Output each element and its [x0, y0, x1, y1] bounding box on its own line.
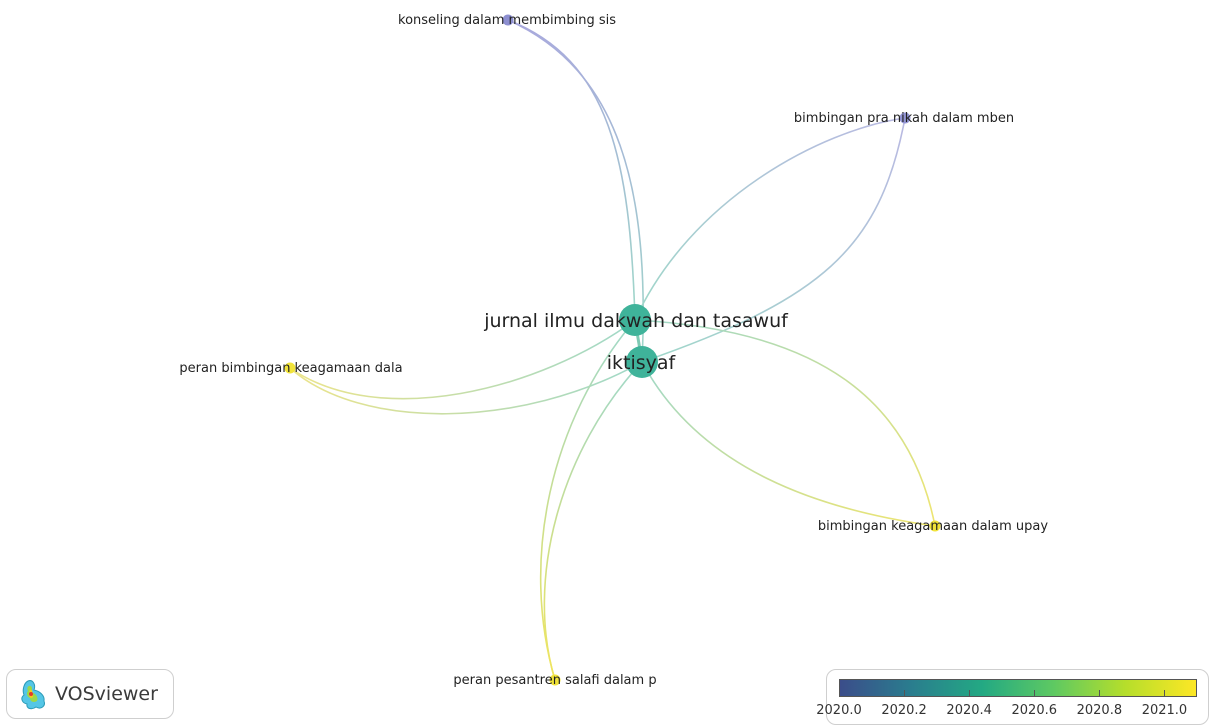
legend-tick-label: 2020.0	[816, 703, 862, 718]
edge-iktisyaf-upay	[641, 361, 936, 527]
labels: jurnal ilmu dakwah dan tasawuf iktisyaf …	[179, 13, 1048, 688]
label-pesantren[interactable]: peran pesantren salafi dalam p	[453, 673, 656, 688]
edge-iktisyaf-peran-bimbingan	[289, 361, 643, 415]
edge-jurnal-konseling	[507, 19, 636, 321]
legend-tick-label: 2020.2	[881, 703, 927, 718]
edge-iktisyaf-konseling	[507, 19, 645, 363]
label-iktisyaf[interactable]: iktisyaf	[607, 352, 677, 374]
node-jurnal[interactable]	[619, 304, 651, 336]
legend-color-bar	[839, 679, 1197, 697]
edge-iktisyaf-pesantren	[543, 361, 643, 681]
node-pranikah[interactable]	[899, 112, 911, 124]
node-pesantren[interactable]	[549, 674, 561, 686]
vosviewer-logo-icon	[21, 680, 45, 710]
edge-jurnal-peran-bimbingan	[289, 319, 636, 400]
label-peran-bimbingan[interactable]: peran bimbingan keagamaan dala	[179, 361, 402, 376]
legend-tick-mark	[969, 690, 971, 697]
nodes	[284, 14, 941, 686]
legend-tick-label: 2020.6	[1011, 703, 1058, 718]
label-konseling[interactable]: konseling dalam membimbing sis	[398, 13, 616, 28]
node-bimbingan-upay[interactable]	[929, 520, 941, 532]
legend-tick-mark	[904, 690, 906, 697]
legend-tick-label: 2020.8	[1076, 703, 1123, 718]
legend-tick-mark	[1099, 690, 1101, 697]
node-konseling[interactable]	[502, 14, 514, 26]
edge-iktisyaf-pranikah	[641, 117, 906, 363]
legend-tick-mark	[1164, 690, 1166, 697]
node-peran-bimbingan[interactable]	[284, 362, 296, 374]
label-bimbingan-upay[interactable]: bimbingan keagamaan dalam upay	[818, 519, 1048, 534]
legend-tick-mark	[1034, 690, 1036, 697]
legend-tick-label: 2021.0	[1141, 703, 1188, 718]
year-color-legend: 2020.0 2020.2 2020.4 2020.6 2020.8 2021.0	[816, 669, 1209, 725]
edge-jurnal-pesantren	[539, 319, 636, 681]
label-pranikah[interactable]: bimbingan pra nikah dalam mben	[794, 111, 1014, 126]
legend-tick-label: 2020.4	[946, 703, 992, 718]
label-jurnal[interactable]: jurnal ilmu dakwah dan tasawuf	[483, 310, 789, 332]
edge-jurnal-pranikah	[634, 117, 906, 321]
vosviewer-logo: VOSviewer	[6, 669, 174, 719]
legend-tick-mark	[839, 690, 840, 697]
edge-jurnal-upay	[634, 319, 936, 527]
vosviewer-logo-text: VOSviewer	[55, 683, 158, 705]
node-iktisyaf[interactable]	[626, 346, 658, 378]
